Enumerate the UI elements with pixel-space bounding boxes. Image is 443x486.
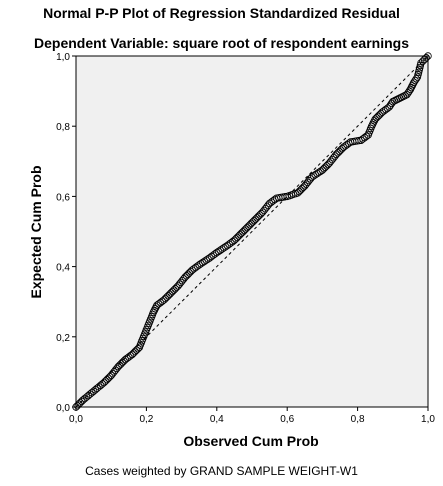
data-point [230, 236, 239, 244]
data-point [322, 162, 331, 170]
data-point [117, 360, 125, 368]
data-point [254, 212, 263, 221]
data-point [424, 52, 432, 60]
data-point [118, 358, 127, 367]
data-point [298, 184, 306, 193]
data-point [184, 270, 192, 279]
data-point [75, 400, 83, 408]
data-point [234, 232, 243, 240]
data-point [295, 187, 303, 196]
data-point [115, 361, 124, 369]
y-tick-label: 0,6 [56, 192, 70, 203]
data-point [151, 305, 159, 313]
data-point [371, 115, 379, 123]
data-point [320, 164, 328, 173]
data-point [321, 163, 329, 171]
data-point [101, 377, 110, 385]
x-tick-label: 0,8 [351, 414, 365, 425]
x-tick-label: 0,4 [210, 414, 224, 425]
x-tick-label: 0,0 [69, 414, 83, 425]
data-point [244, 222, 253, 230]
y-tick-label: 0,0 [56, 403, 70, 414]
data-point [243, 223, 251, 232]
data-point [241, 225, 250, 233]
data-point [104, 374, 113, 382]
data-point [181, 273, 189, 281]
y-tick-label: 0,2 [56, 333, 70, 344]
x-tick-label: 0,2 [139, 414, 153, 425]
data-point [335, 147, 343, 156]
data-point [250, 216, 258, 225]
data-point [100, 378, 108, 387]
data-point [239, 228, 247, 236]
reference-line [75, 55, 429, 408]
data-point [163, 293, 171, 301]
y-tick-label: 0,8 [56, 122, 70, 133]
data-point [372, 114, 381, 122]
data-point [375, 111, 384, 119]
data-point [247, 219, 255, 228]
data-point [128, 350, 137, 359]
data-point [256, 211, 264, 219]
data-point [253, 214, 261, 222]
data-point [422, 54, 430, 62]
data-point [170, 286, 178, 294]
data-point [240, 226, 248, 235]
data-point [167, 289, 175, 297]
y-tick-label: 1,0 [56, 52, 70, 63]
data-point [185, 269, 194, 277]
chart-subtitle: Dependent Variable: square root of respo… [34, 35, 409, 51]
x-tick-label: 0,6 [280, 414, 294, 425]
data-point [160, 296, 168, 304]
data-point [334, 149, 342, 157]
data-point [374, 112, 382, 121]
data-point [318, 166, 327, 174]
data-point [409, 80, 417, 88]
data-point [161, 294, 170, 303]
data-point [131, 347, 139, 356]
data-point [182, 272, 191, 280]
data-point [171, 285, 179, 293]
data-point [412, 75, 420, 83]
y-axis-label: Expected Cum Prob [28, 165, 44, 298]
data-point [73, 401, 82, 410]
data-point [296, 186, 305, 194]
data-point [168, 287, 177, 296]
data-point [337, 146, 345, 154]
data-point [164, 292, 172, 300]
data-point [251, 215, 260, 223]
data-point [76, 399, 84, 407]
y-tick-label: 0,4 [56, 263, 70, 274]
data-point [232, 235, 240, 243]
data-point [236, 230, 244, 239]
data-point [246, 221, 254, 229]
data-point [114, 362, 122, 371]
chart-title: Normal P-P Plot of Regression Standardiz… [43, 5, 400, 21]
data-point [399, 92, 408, 101]
data-point [332, 150, 341, 158]
data-point [233, 233, 241, 242]
data-point [294, 189, 302, 197]
x-axis-label: Observed Cum Prob [183, 433, 318, 449]
data-point [134, 345, 142, 353]
data-point [249, 218, 257, 226]
data-point [103, 375, 111, 384]
data-point [165, 290, 174, 299]
x-tick-label: 1,0 [421, 414, 435, 425]
data-point [130, 349, 138, 357]
footnote: Cases weighted by GRAND SAMPLE WEIGHT-W1 [85, 464, 358, 478]
data-point [132, 346, 141, 354]
data-point [237, 229, 246, 237]
